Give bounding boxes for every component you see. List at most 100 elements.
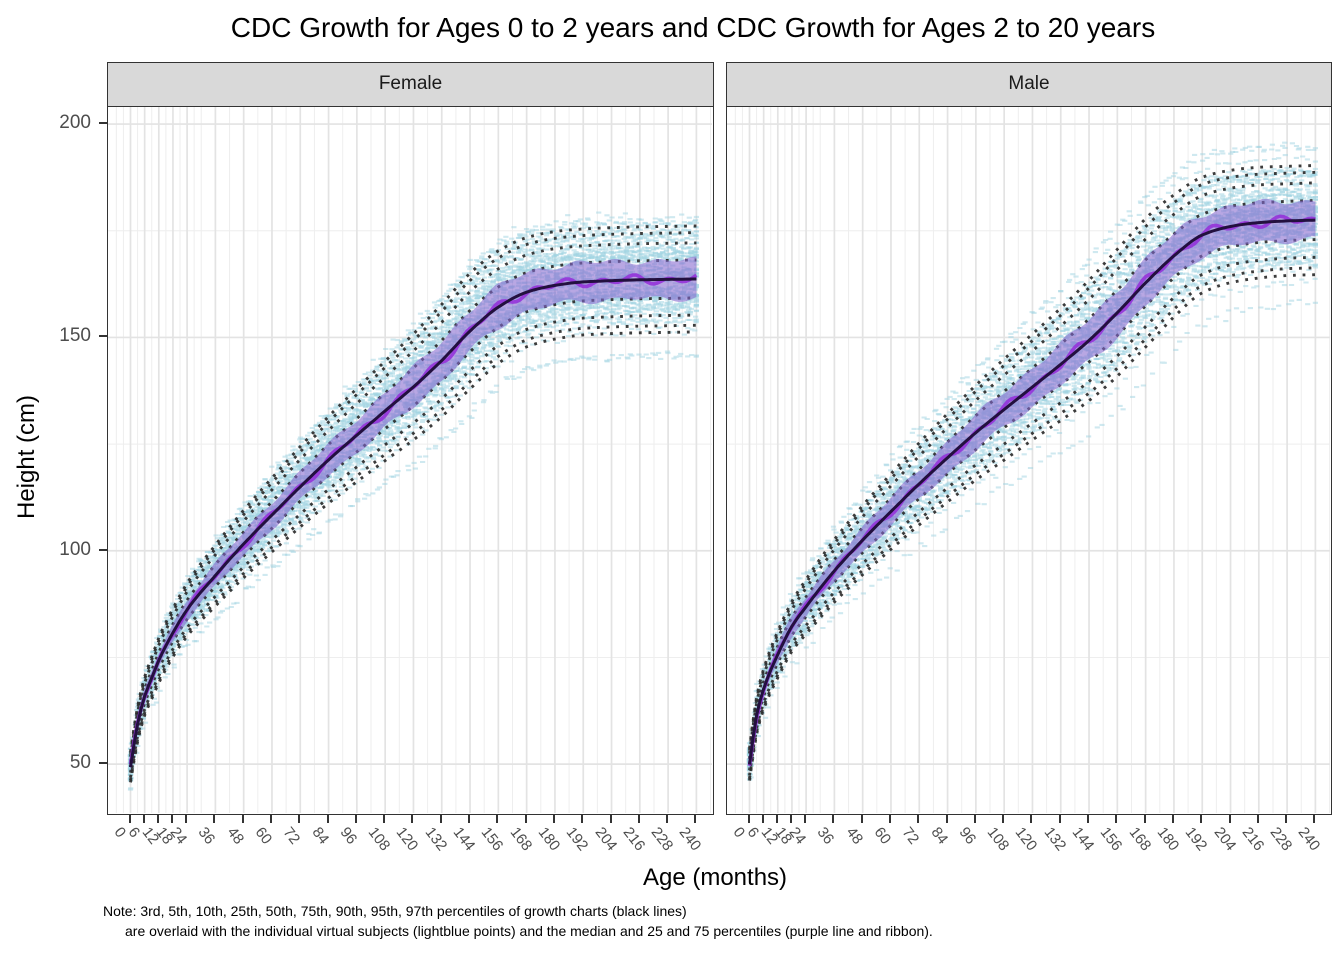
note: Note: 3rd, 5th, 10th, 25th, 50th, 75th, … (103, 901, 933, 941)
x-tick-label: 168 (506, 824, 536, 855)
x-tick-label: 108 (364, 824, 394, 855)
x-tick-mark (1002, 815, 1005, 823)
note-line-1: Note: 3rd, 5th, 10th, 25th, 50th, 75th, … (103, 903, 687, 919)
x-tick-mark (156, 815, 159, 823)
y-tick-mark (99, 762, 107, 765)
x-tick-label: 84 (308, 824, 332, 848)
x-tick-mark (128, 815, 131, 823)
y-tick-mark (99, 548, 107, 551)
x-tick-label: 192 (562, 824, 592, 855)
x-tick-label: 108 (983, 824, 1013, 855)
x-tick-mark (185, 815, 188, 823)
x-tick-mark (298, 815, 301, 823)
x-tick-mark (761, 815, 764, 823)
x-tick-mark (241, 815, 244, 823)
x-tick-label: 216 (1238, 824, 1268, 855)
x-tick-mark (747, 815, 750, 823)
panel-male-plot (727, 107, 1330, 813)
x-tick-mark (860, 815, 863, 823)
facet-strip-male: Male (726, 62, 1332, 107)
x-tick-label: 84 (927, 824, 951, 848)
x-tick-label: 132 (1040, 824, 1070, 855)
x-tick-mark (439, 815, 442, 823)
x-tick-mark (468, 815, 471, 823)
x-tick-mark (552, 815, 555, 823)
x-tick-label: 72 (898, 824, 923, 848)
y-tick-label: 200 (59, 112, 91, 134)
x-tick-mark (354, 815, 357, 823)
x-tick-label: 24 (785, 824, 810, 848)
x-tick-mark (789, 815, 792, 823)
x-tick-mark (945, 815, 948, 823)
x-tick-label: 36 (813, 824, 838, 848)
x-tick-label: 96 (955, 824, 980, 848)
x-tick-label: 60 (251, 824, 276, 848)
x-tick-mark (269, 815, 272, 823)
x-tick-mark (609, 815, 612, 823)
x-tick-mark (411, 815, 414, 823)
x-tick-label: 144 (1068, 824, 1098, 855)
panel-female-plot (108, 107, 712, 813)
x-tick-mark (694, 815, 697, 823)
x-tick-label: 192 (1181, 824, 1211, 855)
x-tick-mark (1087, 815, 1090, 823)
x-tick-mark (1115, 815, 1118, 823)
x-tick-mark (832, 815, 835, 823)
x-tick-mark (326, 815, 329, 823)
facet-strip-female: Female (107, 62, 714, 107)
x-tick-mark (1313, 815, 1316, 823)
x-axis-title: Age (months) (642, 864, 788, 891)
panel-female (107, 106, 714, 815)
x-tick-mark (383, 815, 386, 823)
x-tick-label: 180 (1153, 824, 1183, 855)
y-tick-label: 150 (59, 325, 91, 347)
x-tick-label: 96 (336, 824, 361, 848)
x-tick-mark (637, 815, 640, 823)
x-tick-label: 132 (421, 824, 451, 855)
x-tick-label: 48 (223, 824, 247, 848)
x-tick-label: 156 (1096, 824, 1126, 855)
x-tick-mark (1030, 815, 1033, 823)
x-tick-label: 216 (619, 824, 649, 855)
x-tick-mark (524, 815, 527, 823)
x-tick-mark (1058, 815, 1061, 823)
panel-male (726, 106, 1332, 815)
x-tick-label: 240 (676, 824, 705, 855)
facet-label-male: Male (1008, 73, 1050, 94)
y-tick-mark (99, 335, 107, 338)
x-tick-label: 228 (647, 824, 677, 855)
x-tick-mark (1228, 815, 1231, 823)
x-tick-mark (496, 815, 499, 823)
x-tick-mark (917, 815, 920, 823)
x-tick-label: 144 (449, 824, 479, 855)
chart-title: CDC Growth for Ages 0 to 2 years and CDC… (230, 12, 1156, 43)
x-tick-label: 120 (1012, 824, 1041, 855)
x-tick-label: 168 (1125, 824, 1155, 855)
x-tick-label: 36 (194, 824, 219, 848)
y-axis-title: Height (cm) (13, 394, 40, 520)
y-tick-label: 100 (59, 538, 91, 560)
x-tick-label: 180 (534, 824, 564, 855)
x-tick-mark (1285, 815, 1288, 823)
x-tick-label: 204 (1210, 824, 1239, 855)
x-tick-label: 204 (591, 824, 620, 855)
x-tick-label: 60 (870, 824, 895, 848)
x-tick-mark (973, 815, 976, 823)
x-tick-mark (142, 815, 145, 823)
y-tick-label: 50 (69, 752, 91, 774)
facet-label-female: Female (378, 73, 443, 94)
x-tick-mark (581, 815, 584, 823)
x-tick-label: 156 (477, 824, 507, 855)
x-tick-mark (213, 815, 216, 823)
x-tick-mark (1256, 815, 1259, 823)
x-tick-label: 240 (1295, 824, 1324, 855)
note-line-2: are overlaid with the individual virtual… (125, 923, 933, 939)
x-tick-mark (170, 815, 173, 823)
x-tick-mark (1200, 815, 1203, 823)
x-tick-mark (666, 815, 669, 823)
x-tick-mark (1171, 815, 1174, 823)
x-tick-label: 48 (842, 824, 866, 848)
x-tick-label: 72 (279, 824, 304, 848)
x-tick-label: 24 (166, 824, 191, 848)
x-tick-label: 228 (1266, 824, 1296, 855)
